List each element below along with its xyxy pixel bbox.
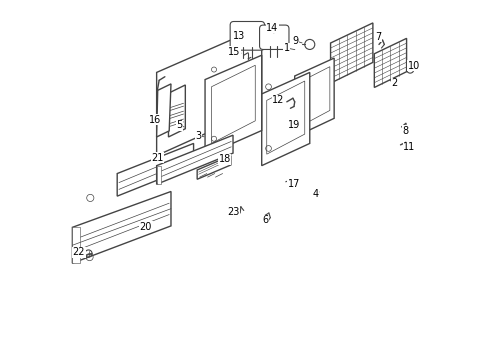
Polygon shape	[197, 156, 230, 179]
Polygon shape	[266, 81, 304, 154]
FancyBboxPatch shape	[259, 25, 288, 49]
Text: 4: 4	[312, 189, 318, 199]
Text: 13: 13	[232, 31, 245, 41]
Polygon shape	[211, 65, 255, 143]
Text: 20: 20	[140, 222, 152, 231]
Polygon shape	[156, 27, 261, 156]
Polygon shape	[204, 55, 261, 156]
Text: 8: 8	[402, 126, 408, 135]
Text: 6: 6	[262, 215, 268, 225]
Text: 22: 22	[72, 247, 85, 257]
Text: 1: 1	[283, 43, 289, 53]
Text: 9: 9	[292, 36, 298, 46]
Text: 12: 12	[272, 95, 284, 105]
Polygon shape	[72, 227, 80, 263]
Polygon shape	[117, 143, 193, 196]
Text: 11: 11	[403, 142, 415, 152]
Polygon shape	[373, 39, 406, 87]
Text: 17: 17	[287, 179, 300, 189]
Polygon shape	[168, 85, 185, 137]
Text: 2: 2	[390, 78, 397, 88]
Polygon shape	[261, 72, 309, 166]
Text: 5: 5	[176, 121, 182, 130]
Polygon shape	[156, 135, 233, 184]
Polygon shape	[156, 166, 161, 184]
Polygon shape	[330, 23, 372, 83]
Text: 23: 23	[226, 207, 239, 217]
Text: 7: 7	[374, 32, 380, 41]
Polygon shape	[298, 67, 329, 127]
Text: 15: 15	[228, 46, 240, 57]
Text: 19: 19	[287, 121, 300, 130]
Text: 3: 3	[195, 131, 201, 141]
Text: 16: 16	[149, 115, 162, 125]
Text: 14: 14	[266, 23, 278, 33]
Polygon shape	[72, 192, 171, 263]
Text: 18: 18	[218, 154, 230, 164]
Polygon shape	[294, 58, 333, 137]
Text: 10: 10	[407, 61, 419, 71]
Polygon shape	[156, 84, 171, 137]
Text: 21: 21	[151, 153, 163, 163]
FancyBboxPatch shape	[230, 22, 264, 50]
